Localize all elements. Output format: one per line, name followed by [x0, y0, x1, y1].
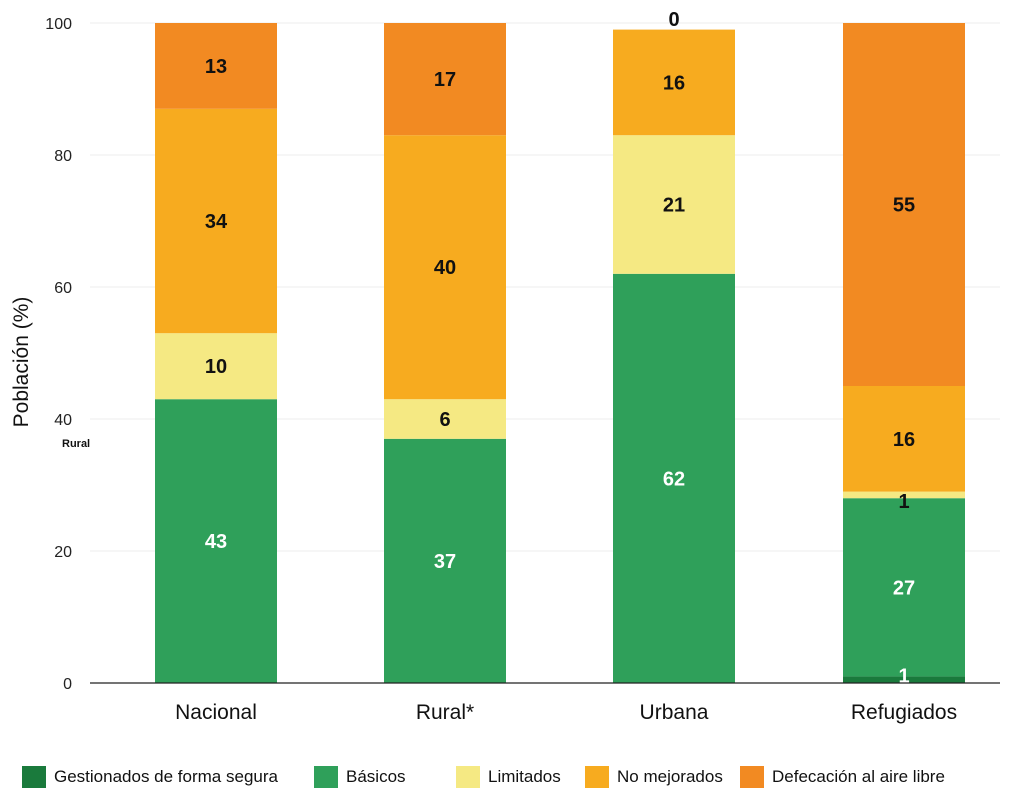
legend-swatch — [22, 766, 46, 788]
data-label: 55 — [893, 195, 915, 217]
legend-label: Gestionados de forma segura — [54, 767, 278, 786]
data-label: 13 — [205, 56, 227, 78]
bar-segment — [384, 438, 506, 683]
data-label: 0 — [668, 9, 679, 31]
data-label: 6 — [439, 409, 450, 431]
x-tick-label: Rural* — [416, 701, 474, 724]
bar-segment — [843, 23, 965, 386]
legend-label: No mejorados — [617, 767, 723, 786]
data-label: 37 — [434, 551, 456, 573]
y-tick-label: 20 — [54, 544, 72, 561]
legend-item: Limitados — [456, 765, 561, 789]
bar-segment — [613, 273, 735, 683]
x-tick-label: Urbana — [640, 701, 709, 724]
bar-segment — [155, 108, 277, 334]
data-label: 40 — [434, 257, 456, 279]
bar-segment — [843, 491, 965, 499]
legend: Gestionados de forma segura Básicos Limita… — [22, 765, 1012, 789]
y-tick-label: 60 — [54, 280, 72, 297]
y-tick-label: 80 — [54, 148, 72, 165]
data-label: 34 — [205, 211, 228, 233]
bars — [155, 23, 965, 683]
y-axis-label: Población (%) — [10, 297, 33, 428]
legend-swatch — [456, 766, 480, 788]
data-label: 10 — [205, 356, 227, 378]
legend-item: Defecación al aire libre — [740, 765, 945, 789]
legend-label: Básicos — [346, 767, 406, 786]
x-tick-label: Nacional — [175, 701, 257, 724]
bar-segment — [613, 135, 735, 274]
data-labels: 43 10 34 13 37 6 40 17 62 21 16 0 1 27 1 16 55 — [205, 9, 915, 688]
annotation-rural: Rural — [62, 438, 90, 450]
data-label: 43 — [205, 531, 227, 553]
data-label: 62 — [663, 468, 685, 490]
axes: Población (%) Rural 0 20 40 60 80 100 Nacional… — [10, 16, 1000, 724]
legend-item: Básicos — [314, 765, 406, 789]
bar-segment — [155, 23, 277, 109]
legend-label: Limitados — [488, 767, 561, 786]
bar-segment — [843, 676, 965, 683]
bar-segment — [155, 399, 277, 683]
y-tick-label: 40 — [54, 412, 72, 429]
bar-segment — [384, 23, 506, 136]
bar-segment — [155, 333, 277, 400]
data-label: 21 — [663, 195, 685, 217]
legend-swatch — [585, 766, 609, 788]
data-label: 16 — [893, 429, 915, 451]
bar-segment — [613, 29, 735, 136]
bar-segment — [843, 498, 965, 677]
bar-segment — [843, 386, 965, 492]
data-label: 17 — [434, 69, 456, 91]
legend-swatch — [740, 766, 764, 788]
legend-swatch — [314, 766, 338, 788]
y-tick-label: 0 — [63, 676, 72, 693]
x-tick-label: Refugiados — [851, 701, 957, 724]
legend-item: Gestionados de forma segura — [22, 765, 278, 789]
bar-segment — [384, 135, 506, 400]
y-tick-label: 100 — [45, 16, 72, 33]
legend-label: Defecación al aire libre — [772, 767, 945, 786]
data-label: 1 — [898, 666, 909, 688]
legend-item: No mejorados — [585, 765, 723, 789]
bar-segment — [384, 399, 506, 439]
data-label: 16 — [663, 72, 685, 94]
data-label: 27 — [893, 577, 915, 599]
data-label: 1 — [898, 491, 909, 513]
